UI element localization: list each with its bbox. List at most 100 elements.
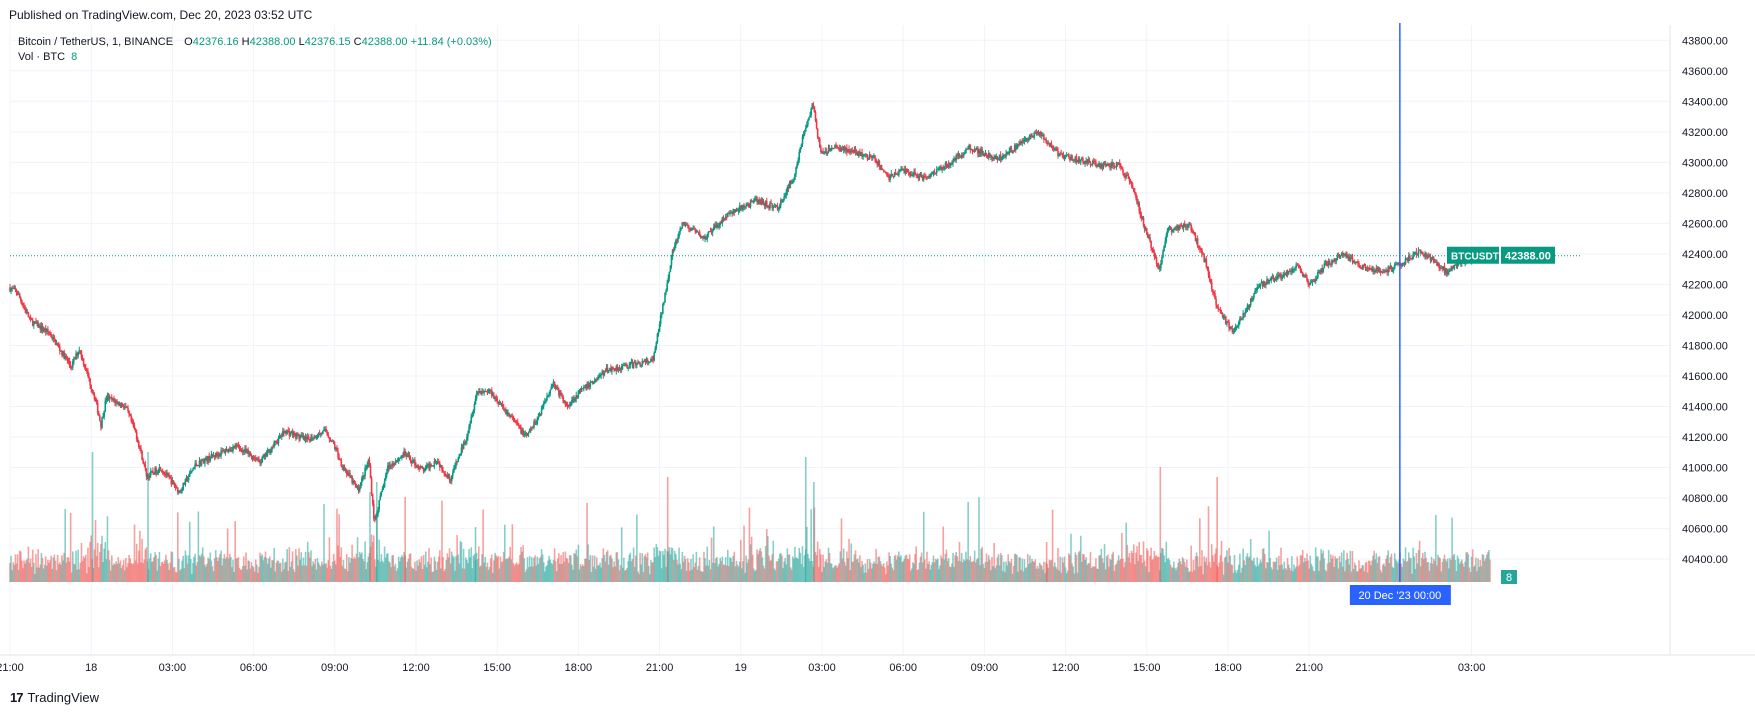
volume-bar (1393, 553, 1396, 582)
volume-bar (1245, 556, 1248, 582)
candle-body (329, 439, 332, 442)
candle-body (1324, 263, 1327, 265)
tradingview-footer[interactable]: 17 TradingView (10, 690, 99, 705)
candle-body (868, 154, 871, 159)
volume-bar (1147, 550, 1149, 582)
candle-body (134, 428, 137, 432)
candle-body (1050, 143, 1053, 146)
volume-bar (918, 562, 921, 582)
candle-body (136, 438, 139, 442)
candle-body (1144, 228, 1147, 230)
candle-body (519, 425, 521, 428)
volume-bar (1331, 558, 1333, 582)
volume-bar (873, 561, 875, 582)
candle-body (1087, 159, 1090, 164)
time-tick-label: 12:00 (402, 662, 430, 674)
candle-body (819, 139, 821, 148)
volume-bar (1107, 554, 1109, 582)
candle-body (153, 472, 155, 475)
volume-bar (59, 562, 61, 582)
candle-body (29, 317, 32, 319)
volume-bar (75, 550, 77, 582)
candle-body (1283, 273, 1286, 276)
volume-bar (357, 557, 360, 582)
volume-bar (1125, 522, 1128, 582)
candle-body (1219, 309, 1222, 313)
volume-bar (982, 563, 985, 582)
volume-bar (228, 554, 231, 582)
volume-bar (1467, 554, 1470, 582)
candle-body (495, 396, 497, 399)
ohlc-legend: Bitcoin / TetherUS, 1, BINANCE O42376.16… (18, 36, 492, 48)
volume-bar (1214, 553, 1216, 582)
candle-body (90, 385, 92, 390)
candle-body (71, 361, 74, 368)
volume-bar (1301, 549, 1304, 582)
candle-body (377, 509, 379, 514)
candle-body (702, 235, 704, 238)
candle-body (132, 421, 135, 427)
candle-body (587, 382, 589, 389)
candle-body (574, 398, 576, 401)
candle-body (172, 480, 175, 484)
candle-body (214, 452, 217, 457)
candle-body (466, 436, 468, 442)
volume-bar (632, 547, 635, 582)
candle-body (619, 369, 622, 371)
volume-bar (51, 569, 54, 582)
candle-body (521, 429, 523, 434)
candle-body (250, 455, 253, 457)
candle-body (735, 208, 738, 211)
volume-bar (393, 566, 396, 582)
candle-body (869, 154, 872, 156)
volume-bar (1374, 559, 1377, 582)
volume-bar (299, 559, 301, 582)
candle-body (1222, 317, 1225, 319)
candle-body (892, 175, 895, 177)
candle-body (510, 416, 513, 418)
volume-bar (1459, 561, 1462, 582)
candle-body (49, 333, 51, 335)
candle-body (628, 365, 631, 368)
candle-body (533, 421, 535, 428)
candle-body (1313, 281, 1316, 283)
volume-bar (1291, 556, 1293, 582)
volume-bar (1351, 551, 1354, 582)
volume-bar (114, 564, 116, 582)
candle-body (1196, 238, 1199, 247)
candle-body (339, 459, 342, 461)
candle-body (961, 155, 964, 157)
volume-bar (1380, 572, 1383, 582)
volume-bar (118, 563, 121, 582)
candle-body (287, 430, 290, 432)
volume-bar (1441, 562, 1444, 582)
candle-body (207, 455, 209, 462)
candle-body (1253, 293, 1255, 298)
candle-body (776, 206, 779, 210)
candle-body (891, 173, 894, 176)
candle-body (677, 237, 679, 242)
candle-body (981, 149, 984, 155)
volume-bar (1086, 564, 1089, 582)
volume-bar (1269, 557, 1272, 582)
candle-body (731, 212, 733, 214)
volume-bar (1412, 547, 1414, 582)
candle-body (1319, 271, 1321, 273)
candle-body (1092, 160, 1095, 162)
candle-body (793, 179, 795, 183)
volume-bar (995, 565, 998, 582)
volume-bar (809, 561, 811, 582)
volume-bar (160, 562, 163, 582)
candle-body (1070, 155, 1072, 161)
candle-body (295, 433, 297, 439)
candle-body (38, 325, 41, 328)
close-value: 42388.00 (361, 36, 408, 48)
candle-body (1084, 162, 1086, 164)
candle-body (693, 227, 696, 230)
candle-body (30, 318, 33, 321)
volume-bar (253, 571, 256, 582)
candle-body (1384, 269, 1386, 272)
volume-bar (142, 563, 144, 582)
volume-bar (356, 537, 359, 582)
